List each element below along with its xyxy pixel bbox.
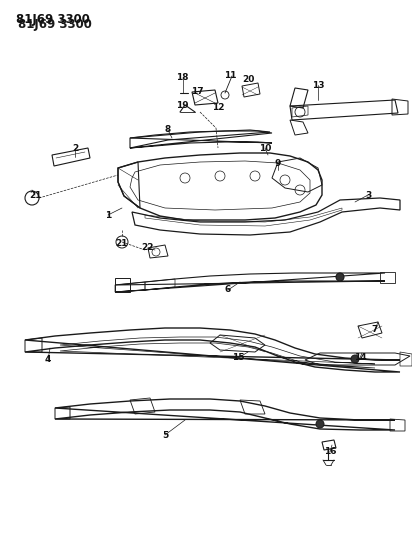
Text: 20: 20 [242, 76, 254, 85]
Text: 2: 2 [72, 143, 78, 152]
Text: 16: 16 [324, 448, 336, 456]
Text: 15: 15 [232, 353, 244, 362]
Text: 21: 21 [29, 190, 41, 199]
Ellipse shape [316, 420, 324, 428]
Text: 7: 7 [372, 326, 378, 335]
Text: 12: 12 [212, 103, 224, 112]
Text: 11: 11 [224, 70, 236, 79]
Text: 6: 6 [225, 286, 231, 295]
Text: 13: 13 [312, 80, 324, 90]
Text: 8: 8 [165, 125, 171, 134]
Text: 1: 1 [105, 211, 111, 220]
Text: 18: 18 [176, 74, 188, 83]
Text: 21: 21 [116, 238, 128, 247]
Text: 17: 17 [191, 86, 203, 95]
Text: 14: 14 [353, 353, 366, 362]
Text: 81J69 3300: 81J69 3300 [16, 13, 90, 26]
Text: 19: 19 [176, 101, 188, 109]
Text: 22: 22 [142, 244, 154, 253]
Ellipse shape [336, 273, 344, 281]
Text: 5: 5 [162, 431, 168, 440]
Text: 3: 3 [365, 190, 371, 199]
Text: 9: 9 [275, 158, 281, 167]
Ellipse shape [351, 355, 359, 363]
Text: 81J69 3300: 81J69 3300 [18, 18, 92, 31]
Text: 10: 10 [259, 143, 271, 152]
Text: 4: 4 [45, 356, 51, 365]
